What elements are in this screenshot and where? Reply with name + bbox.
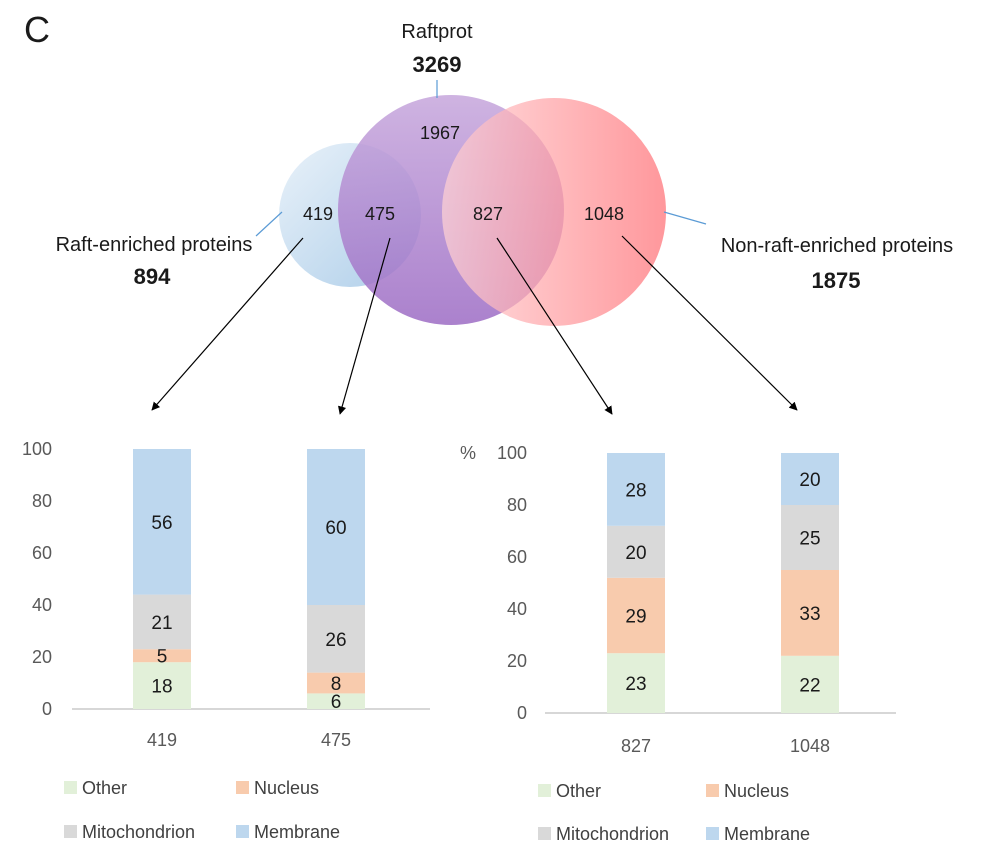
arrow-827 — [496, 237, 613, 415]
y-tick-label: 80 — [32, 491, 52, 511]
data-label-membrane-419: 56 — [151, 513, 172, 534]
bar-segment-membrane-827 — [607, 453, 665, 526]
arrows — [151, 235, 798, 415]
data-label-other-475: 6 — [331, 692, 342, 713]
arrow-475 — [338, 237, 391, 415]
legend-label-nucleus: Nucleus — [254, 778, 319, 798]
venn-diagram: Raftprot 3269 Raft-enriched proteins 894… — [56, 21, 953, 326]
data-label-nucleus-827: 29 — [625, 607, 646, 628]
legend-swatch-other — [64, 781, 77, 794]
data-label-membrane-1048: 20 — [799, 470, 820, 491]
leader-line-raft-enriched — [255, 211, 283, 237]
bar-segment-mitochondrion-827 — [607, 525, 665, 578]
bar-segment-mitochondrion-419 — [133, 594, 191, 650]
bar-segment-nucleus-827 — [607, 577, 665, 654]
region-nonraft-and-raftprot: 827 — [473, 204, 503, 224]
bar-segment-nucleus-1048 — [781, 570, 839, 656]
y-tick-label: 100 — [497, 443, 527, 463]
legend-label-mitochondrion: Mitochondrion — [556, 824, 669, 844]
arrow-419 — [151, 237, 304, 411]
set-label-raftprot: Raftprot — [401, 21, 473, 43]
legend-swatch-nucleus — [706, 784, 719, 797]
y-tick-label: 40 — [32, 595, 52, 615]
data-label-nucleus-475: 8 — [331, 674, 342, 695]
legend-label-mitochondrion: Mitochondrion — [82, 822, 195, 842]
y-tick-label: 20 — [507, 651, 527, 671]
y-tick-label: 100 — [22, 439, 52, 459]
data-label-membrane-475: 60 — [325, 518, 346, 539]
set-label-nonraft: Non-raft-enriched proteins — [721, 235, 953, 257]
y-tick-label: 40 — [507, 599, 527, 619]
bar-segment-other-1048 — [781, 655, 839, 713]
bar-segment-other-475 — [307, 693, 365, 709]
data-label-other-1048: 22 — [799, 675, 820, 696]
set-total-raftprot: 3269 — [413, 52, 462, 77]
bar-segment-other-419 — [133, 662, 191, 709]
data-label-membrane-827: 28 — [625, 480, 646, 501]
bar-segment-nucleus-475 — [307, 672, 365, 694]
data-label-mitochondrion-827: 20 — [625, 543, 646, 564]
y-tick-label: 80 — [507, 495, 527, 515]
data-label-nucleus-1048: 33 — [799, 604, 820, 625]
data-label-nucleus-419: 5 — [157, 647, 168, 668]
y-tick-label: 60 — [507, 547, 527, 567]
data-label-other-419: 18 — [151, 677, 172, 698]
legend-label-membrane: Membrane — [724, 824, 810, 844]
bar-segment-membrane-419 — [133, 449, 191, 595]
region-raftprot-only: 1967 — [420, 123, 460, 143]
venn-circle-nonraft — [442, 98, 666, 326]
legend-label-membrane: Membrane — [254, 822, 340, 842]
legend-label-nucleus: Nucleus — [724, 781, 789, 801]
stacked-bar-chart-right: 0 20 40 60 80 100% 23 29 20 28 827 22 33 25 20 1048 Othe… — [460, 443, 896, 844]
data-label-mitochondrion-475: 26 — [325, 630, 346, 651]
set-total-nonraft: 1875 — [812, 268, 861, 293]
bar-segment-nucleus-419 — [133, 649, 191, 663]
x-tick-label: 419 — [147, 730, 177, 750]
bar-segment-mitochondrion-475 — [307, 605, 365, 673]
x-tick-label: 1048 — [790, 736, 830, 756]
bar-segment-mitochondrion-1048 — [781, 505, 839, 570]
bar-segment-membrane-475 — [307, 449, 365, 605]
legend-swatch-mitochondrion — [64, 825, 77, 838]
region-raft-enriched-only: 419 — [303, 204, 333, 224]
region-raft-enriched-and-raftprot: 475 — [365, 204, 395, 224]
y-tick-label: 0 — [517, 703, 527, 723]
data-label-mitochondrion-419: 21 — [151, 613, 172, 634]
set-total-raft-enriched: 894 — [134, 264, 171, 289]
legend-swatch-membrane — [706, 827, 719, 840]
legend-swatch-membrane — [236, 825, 249, 838]
leader-line-nonraft — [663, 211, 707, 225]
x-tick-label: 475 — [321, 730, 351, 750]
panel-label: C — [24, 9, 50, 50]
y-tick-label: 0 — [42, 699, 52, 719]
legend-label-other: Other — [556, 781, 601, 801]
legend-swatch-other — [538, 784, 551, 797]
arrow-1048 — [621, 235, 798, 411]
y-tick-label: 20 — [32, 647, 52, 667]
legend-swatch-mitochondrion — [538, 827, 551, 840]
set-label-raft-enriched: Raft-enriched proteins — [56, 234, 253, 256]
y-axis-label: % — [460, 443, 476, 463]
y-tick-label: 60 — [32, 543, 52, 563]
region-nonraft-only: 1048 — [584, 204, 624, 224]
legend-swatch-nucleus — [236, 781, 249, 794]
x-tick-label: 827 — [621, 736, 651, 756]
bar-segment-other-827 — [607, 653, 665, 713]
data-label-other-827: 23 — [625, 674, 646, 695]
stacked-bar-chart-left: 0 20 40 60 80 100 18 5 21 56 419 68 26 60 475 Other Nucl… — [22, 439, 430, 842]
bar-segment-membrane-1048 — [781, 453, 839, 505]
legend-label-other: Other — [82, 778, 127, 798]
data-label-mitochondrion-1048: 25 — [799, 529, 820, 550]
